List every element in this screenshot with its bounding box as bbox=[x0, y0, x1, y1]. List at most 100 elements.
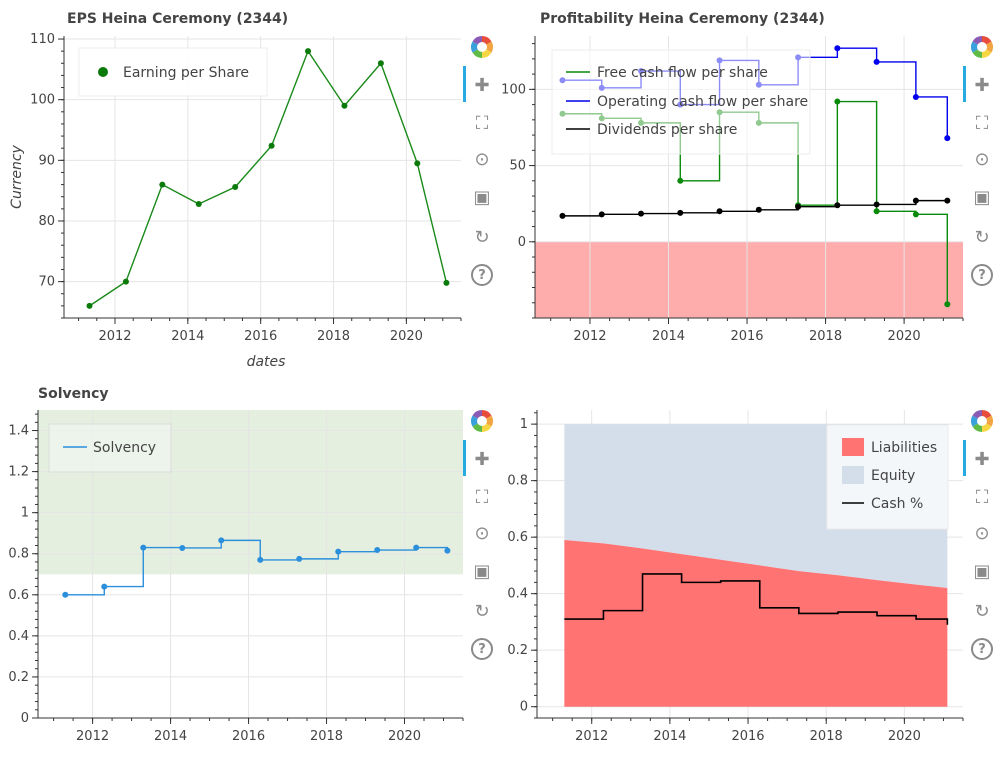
reset-icon[interactable]: ↻ bbox=[974, 226, 990, 248]
solvency-point bbox=[101, 583, 108, 590]
profitability-div-point bbox=[912, 197, 919, 204]
profitability-fcf-point bbox=[873, 208, 880, 215]
structure-y-tick-label: 1 bbox=[520, 417, 528, 432]
structure-legend-liabilities-swatch bbox=[842, 438, 864, 456]
bokeh-logo-icon[interactable] bbox=[469, 34, 495, 60]
solvency-y-tick-label: 0.2 bbox=[8, 670, 29, 685]
active-tool-indicator bbox=[963, 440, 966, 476]
profitability-negative-band bbox=[535, 241, 963, 318]
eps-y-tick-label: 110 bbox=[30, 32, 55, 47]
profitability-div-point bbox=[944, 197, 951, 204]
solvency-y-tick-label: 0.8 bbox=[8, 547, 29, 562]
pan-icon[interactable]: ✚ bbox=[474, 448, 490, 470]
profitability-legend-label: Dividends per share bbox=[597, 122, 737, 138]
profitability-div-point bbox=[559, 212, 566, 219]
profitability-y-tick-label: 100 bbox=[501, 82, 526, 97]
eps-point bbox=[377, 60, 384, 67]
structure-x-tick-label: 2012 bbox=[575, 729, 608, 744]
bokeh-logo-icon[interactable] bbox=[969, 34, 995, 60]
eps-point bbox=[195, 200, 202, 207]
help-icon[interactable]: ? bbox=[969, 262, 995, 288]
profitability-div-point bbox=[795, 203, 802, 210]
eps-point bbox=[305, 48, 312, 55]
pan-icon[interactable]: ✚ bbox=[974, 448, 990, 470]
solvency-x-tick-label: 2020 bbox=[388, 729, 421, 744]
solvency-point bbox=[296, 555, 303, 562]
eps-y-tick-label: 100 bbox=[30, 93, 55, 108]
eps-legend-label: Earning per Share bbox=[123, 65, 249, 81]
save-icon[interactable]: ▣ bbox=[473, 186, 491, 208]
profitability-div-point bbox=[598, 211, 605, 218]
solvency-x-tick-label: 2014 bbox=[154, 729, 187, 744]
solvency-point bbox=[335, 548, 342, 555]
structure-cash-line bbox=[564, 573, 949, 625]
eps-y-axis-label: Currency bbox=[9, 144, 25, 208]
eps-x-tick-label: 2020 bbox=[390, 329, 423, 344]
eps-point bbox=[268, 142, 275, 149]
box-zoom-icon[interactable]: ⛶ bbox=[975, 112, 989, 134]
solvency-legend-label: Solvency bbox=[93, 440, 156, 456]
save-icon[interactable]: ▣ bbox=[973, 186, 991, 208]
solvency-point bbox=[62, 591, 69, 598]
solvency-y-tick-label: 1.4 bbox=[8, 424, 29, 439]
wheel-zoom-icon[interactable]: ⊙ bbox=[474, 522, 490, 544]
profitability-y-tick-label: 50 bbox=[509, 159, 526, 174]
eps-point bbox=[443, 279, 450, 286]
structure-y-tick-label: 0 bbox=[520, 700, 528, 715]
solvency-point bbox=[444, 547, 451, 554]
eps-point bbox=[122, 278, 129, 285]
reset-icon[interactable]: ↻ bbox=[974, 600, 990, 622]
structure-y-tick-label: 0.4 bbox=[507, 587, 528, 602]
eps-point bbox=[414, 160, 421, 167]
structure-legend-cash-label: Cash % bbox=[871, 496, 923, 512]
help-icon[interactable]: ? bbox=[469, 262, 495, 288]
reset-icon[interactable]: ↻ bbox=[474, 226, 490, 248]
wheel-zoom-icon[interactable]: ⊙ bbox=[974, 148, 990, 170]
profitability-ocf-point bbox=[873, 58, 880, 65]
profitability-legend-box bbox=[551, 49, 811, 155]
active-tool-indicator bbox=[463, 66, 466, 102]
profitability-fcf-point bbox=[912, 211, 919, 218]
save-icon[interactable]: ▣ bbox=[973, 560, 991, 582]
solvency-point bbox=[179, 544, 186, 551]
structure-legend-equity-label: Equity bbox=[871, 468, 915, 484]
pan-icon[interactable]: ✚ bbox=[974, 74, 990, 96]
eps-x-tick-label: 2016 bbox=[244, 329, 277, 344]
help-icon[interactable]: ? bbox=[469, 636, 495, 662]
wheel-zoom-icon[interactable]: ⊙ bbox=[474, 148, 490, 170]
wheel-zoom-icon[interactable]: ⊙ bbox=[974, 522, 990, 544]
solvency-y-tick-label: 0.4 bbox=[8, 629, 29, 644]
solvency-safe-band bbox=[38, 410, 463, 575]
box-zoom-icon[interactable]: ⛶ bbox=[475, 486, 489, 508]
reset-icon[interactable]: ↻ bbox=[474, 600, 490, 622]
profitability-fcf-point bbox=[677, 177, 684, 184]
profitability-ocf-point bbox=[834, 45, 841, 52]
profitability-fcf-point bbox=[944, 301, 951, 308]
profitability-fcf-point bbox=[834, 98, 841, 105]
solvency-y-tick-label: 0 bbox=[21, 711, 29, 726]
save-icon[interactable]: ▣ bbox=[473, 560, 491, 582]
bokeh-logo-icon[interactable] bbox=[969, 408, 995, 434]
solvency-legend-box bbox=[48, 423, 172, 473]
bokeh-logo-icon[interactable] bbox=[469, 408, 495, 434]
profitability-div-point bbox=[755, 206, 762, 213]
bokeh-logo-graphic bbox=[971, 36, 993, 58]
solvency-point bbox=[413, 544, 420, 551]
profitability-div-point bbox=[873, 201, 880, 208]
box-zoom-icon[interactable]: ⛶ bbox=[975, 486, 989, 508]
solvency-y-tick-label: 1.2 bbox=[8, 465, 29, 480]
help-icon[interactable]: ? bbox=[969, 636, 995, 662]
solvency-y-tick-label: 1 bbox=[21, 506, 29, 521]
active-tool-indicator bbox=[963, 66, 966, 102]
structure-x-tick-label: 2016 bbox=[731, 729, 764, 744]
structure-x-tick-label: 2014 bbox=[653, 729, 686, 744]
box-zoom-icon[interactable]: ⛶ bbox=[475, 112, 489, 134]
profitability-ocf-point bbox=[912, 93, 919, 100]
pan-icon[interactable]: ✚ bbox=[474, 74, 490, 96]
solvency-x-tick-label: 2018 bbox=[310, 729, 343, 744]
eps-point bbox=[159, 181, 166, 188]
profitability-div-point bbox=[677, 209, 684, 216]
eps-point bbox=[232, 184, 239, 191]
